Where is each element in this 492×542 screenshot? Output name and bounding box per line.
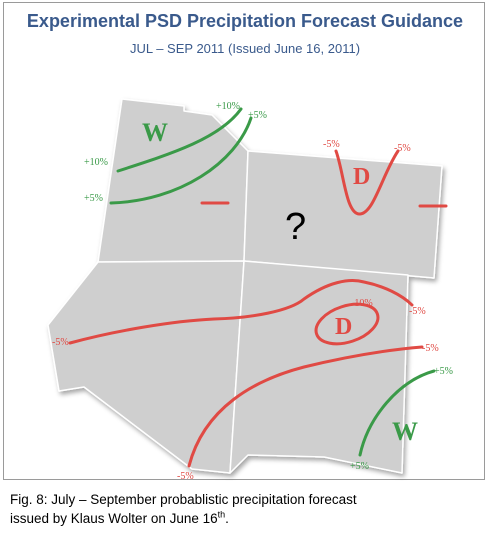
state-new-mexico xyxy=(229,260,409,474)
dry-contour-se xyxy=(187,345,424,468)
contour-label: -5% xyxy=(422,343,439,354)
contour-label: +5% xyxy=(84,193,103,204)
region-label-dry-central: D xyxy=(335,314,352,340)
region-labels: W D ? D W xyxy=(142,118,418,446)
caption-period: . xyxy=(225,511,229,526)
wet-contour-se xyxy=(358,369,436,457)
contour-label: +10% xyxy=(216,101,240,112)
contour-label: +10% xyxy=(84,157,108,168)
contour-label: +5% xyxy=(350,461,369,472)
wet-contour-nw-outer xyxy=(116,107,243,173)
figure-frame: Experimental PSD Precipitation Forecast … xyxy=(3,2,485,481)
forecast-map: +10% +5% +10% +5% -5% -5% -10% -5% -5% -… xyxy=(47,98,453,481)
contour-label: -5% xyxy=(52,337,69,348)
region-label-dry-ne: D xyxy=(353,164,370,190)
dry-contour-central xyxy=(68,279,414,345)
caption-line-1: Fig. 8: July – September probablistic pr… xyxy=(10,492,357,507)
states-group xyxy=(47,98,443,474)
caption-line-2: issued by Klaus Wolter on June 16 xyxy=(10,511,218,526)
state-arizona xyxy=(47,260,245,474)
state-colorado xyxy=(243,150,443,279)
dry-contour-ne-trough xyxy=(334,149,400,216)
region-label-wet-se: W xyxy=(392,417,418,446)
page-subtitle: JUL – SEP 2011 (Issued June 16, 2011) xyxy=(129,41,361,56)
contour-label: -5% xyxy=(409,306,426,317)
wet-contours xyxy=(109,107,436,457)
contour-label: -10% xyxy=(351,298,373,309)
contour-label: -5% xyxy=(177,471,194,481)
dry-contour-closed xyxy=(314,302,380,346)
contour-label: +5% xyxy=(248,110,267,121)
wet-contour-nw-inner xyxy=(109,116,253,205)
dry-contours xyxy=(68,149,448,468)
page-title: Experimental PSD Precipitation Forecast … xyxy=(26,11,464,31)
contour-labels: +10% +5% +10% +5% -5% -5% -10% -5% -5% -… xyxy=(52,101,453,481)
figure-caption: Fig. 8: July – September probablistic pr… xyxy=(10,490,480,528)
contour-label: -5% xyxy=(323,139,340,150)
caption-ordinal-suffix: th xyxy=(217,509,226,520)
region-label-wet-nw: W xyxy=(142,118,168,147)
region-label-uncertain: ? xyxy=(285,206,306,248)
contour-label: -5% xyxy=(394,143,411,154)
contour-label: +5% xyxy=(434,366,453,377)
